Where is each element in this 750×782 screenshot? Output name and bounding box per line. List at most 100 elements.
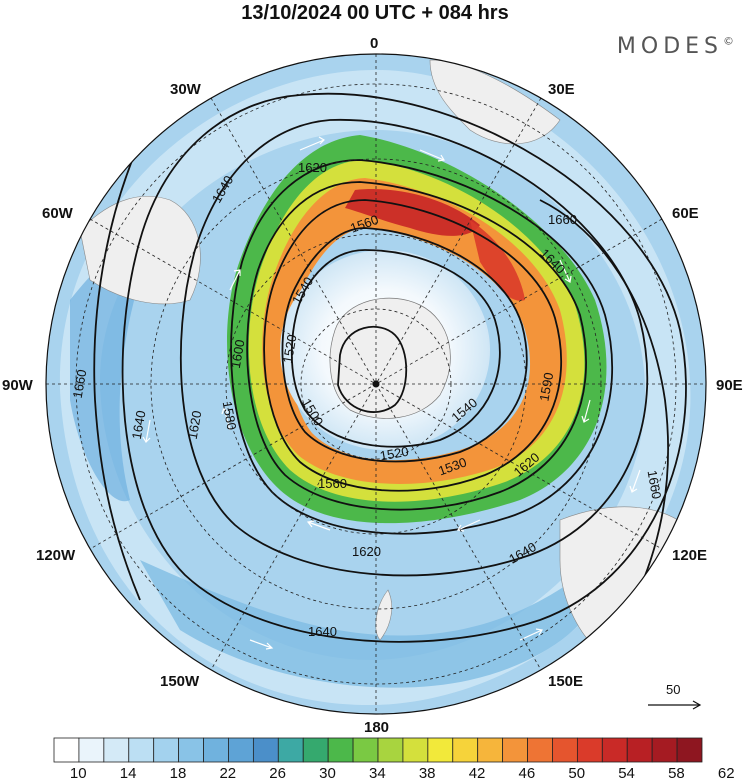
brand-logo: MODES© bbox=[617, 34, 734, 59]
colorbar-swatch bbox=[252, 737, 279, 763]
lon-label-180: 180 bbox=[364, 719, 389, 736]
wind-vector bbox=[457, 519, 481, 532]
land-antarctica bbox=[329, 297, 451, 419]
lon-label-30w: 30W bbox=[170, 81, 202, 98]
land-africa bbox=[429, 59, 561, 145]
colorbar-swatch bbox=[78, 737, 105, 763]
colorbar-swatch bbox=[676, 737, 703, 763]
colorbar-tick-label: 18 bbox=[170, 765, 187, 782]
contour-label: 1520 bbox=[379, 444, 410, 464]
brand-text: MODES bbox=[616, 34, 723, 59]
wind-vector bbox=[519, 628, 543, 641]
wind-vector bbox=[249, 639, 274, 650]
reference-vector-label: 50 bbox=[666, 682, 680, 697]
colorbar-swatch bbox=[651, 737, 678, 763]
colorbar-swatch bbox=[153, 737, 180, 763]
colorbar-swatch bbox=[626, 737, 653, 763]
colorbar-swatch bbox=[527, 737, 553, 763]
contour-1560 bbox=[263, 199, 563, 492]
wind-vector bbox=[629, 469, 641, 493]
colorbar-swatch bbox=[228, 737, 254, 763]
contour-label: 1660 bbox=[70, 368, 90, 399]
colorbar-swatch bbox=[103, 737, 130, 763]
contour-1580 bbox=[246, 181, 587, 511]
colorbar-tick-label: 38 bbox=[419, 765, 436, 782]
height-contours bbox=[93, 92, 687, 643]
copyright-mark: © bbox=[723, 34, 734, 48]
contour-label: 1580 bbox=[220, 400, 240, 431]
lon-label-60w: 60W bbox=[42, 205, 74, 222]
lon-label-90w: 90W bbox=[2, 377, 34, 394]
colorbar-tick-label: 30 bbox=[319, 765, 336, 782]
colorbar-swatch bbox=[452, 737, 479, 763]
reference-vector: 50 bbox=[648, 682, 702, 710]
lon-label-150e: 150E bbox=[548, 673, 583, 690]
contour-label: 1620 bbox=[298, 160, 327, 175]
lon-label-90e: 90E bbox=[716, 377, 743, 394]
lon-label-60e: 60E bbox=[672, 205, 699, 222]
colorbar-tick-label: 62 bbox=[718, 765, 735, 782]
contour-label: 1660 bbox=[645, 469, 665, 500]
colorbar: 10141822263034384246505458626670 bbox=[53, 737, 735, 782]
colorbar-swatch bbox=[477, 737, 504, 763]
contour-label: 1620 bbox=[185, 409, 205, 440]
land-south-america bbox=[79, 195, 201, 305]
colorbar-tick-label: 22 bbox=[219, 765, 236, 782]
reference-arrowhead bbox=[692, 700, 702, 710]
wind-vectors bbox=[142, 136, 641, 650]
south-pole-marker bbox=[372, 380, 380, 388]
contour-label: 1590 bbox=[536, 371, 556, 402]
wind-vector bbox=[581, 399, 591, 423]
colorbar-swatch bbox=[427, 737, 454, 763]
lon-label-150w: 150W bbox=[160, 673, 200, 690]
colorbar-swatch bbox=[552, 737, 578, 763]
colorbar-swatch bbox=[377, 737, 404, 763]
colorbar-swatch bbox=[302, 737, 329, 763]
map-border bbox=[45, 53, 707, 715]
colorbar-swatch bbox=[203, 737, 229, 763]
wind-vector bbox=[142, 419, 151, 443]
colorbar-tick-label: 50 bbox=[568, 765, 585, 782]
land-new-zealand bbox=[375, 589, 393, 641]
contour-label: 1560 bbox=[318, 476, 347, 491]
wind-vector bbox=[559, 259, 572, 283]
contour-1500 bbox=[337, 326, 408, 413]
colorbar-swatch bbox=[277, 737, 304, 763]
longitude-labels: 0 30E 60E 90E 120E 150E 180 150W 120W 90… bbox=[2, 35, 743, 736]
colorbar-tick-label: 54 bbox=[618, 765, 635, 782]
map-field bbox=[46, 54, 706, 714]
western-blue-band bbox=[70, 246, 150, 502]
contour-1620 bbox=[180, 119, 649, 577]
colorbar-tick-label: 10 bbox=[70, 765, 87, 782]
colorbar-swatch bbox=[502, 737, 528, 763]
colorbar-tick-label: 46 bbox=[519, 765, 536, 782]
colorbar-swatch bbox=[128, 737, 155, 763]
latitude-circle bbox=[150, 158, 602, 610]
contour-label: 1620 bbox=[352, 544, 381, 559]
colorbar-swatch bbox=[352, 737, 379, 763]
jet-core-red-east bbox=[470, 220, 525, 301]
contour-label: 1600 bbox=[228, 338, 248, 369]
colorbar-tick-label: 14 bbox=[120, 765, 137, 782]
contour-label: 1660 bbox=[548, 212, 577, 227]
colorbar-tick-label: 34 bbox=[369, 765, 386, 782]
lon-label-120w: 120W bbox=[36, 547, 76, 564]
colorbar-swatch bbox=[53, 737, 80, 763]
contour-1520 bbox=[290, 249, 501, 448]
contour-label: 1640 bbox=[308, 624, 337, 639]
contour-1600 bbox=[230, 159, 613, 535]
colorbar-tick-label: 26 bbox=[269, 765, 286, 782]
contour-label: 1640 bbox=[129, 409, 149, 440]
colorbar-swatch bbox=[576, 737, 603, 763]
map-title: 13/10/2024 00 UTC + 084 hrs bbox=[241, 2, 509, 24]
colorbar-tick-label: 42 bbox=[469, 765, 486, 782]
contour-label: 1520 bbox=[280, 333, 300, 364]
lon-label-120e: 120E bbox=[672, 547, 707, 564]
wind-vector bbox=[221, 406, 231, 431]
contour-1640 bbox=[121, 92, 687, 643]
colorbar-swatch bbox=[178, 737, 204, 763]
colorbar-tick-label: 58 bbox=[668, 765, 685, 782]
colorbar-swatch bbox=[601, 737, 628, 763]
southern-blue-band bbox=[140, 560, 604, 688]
